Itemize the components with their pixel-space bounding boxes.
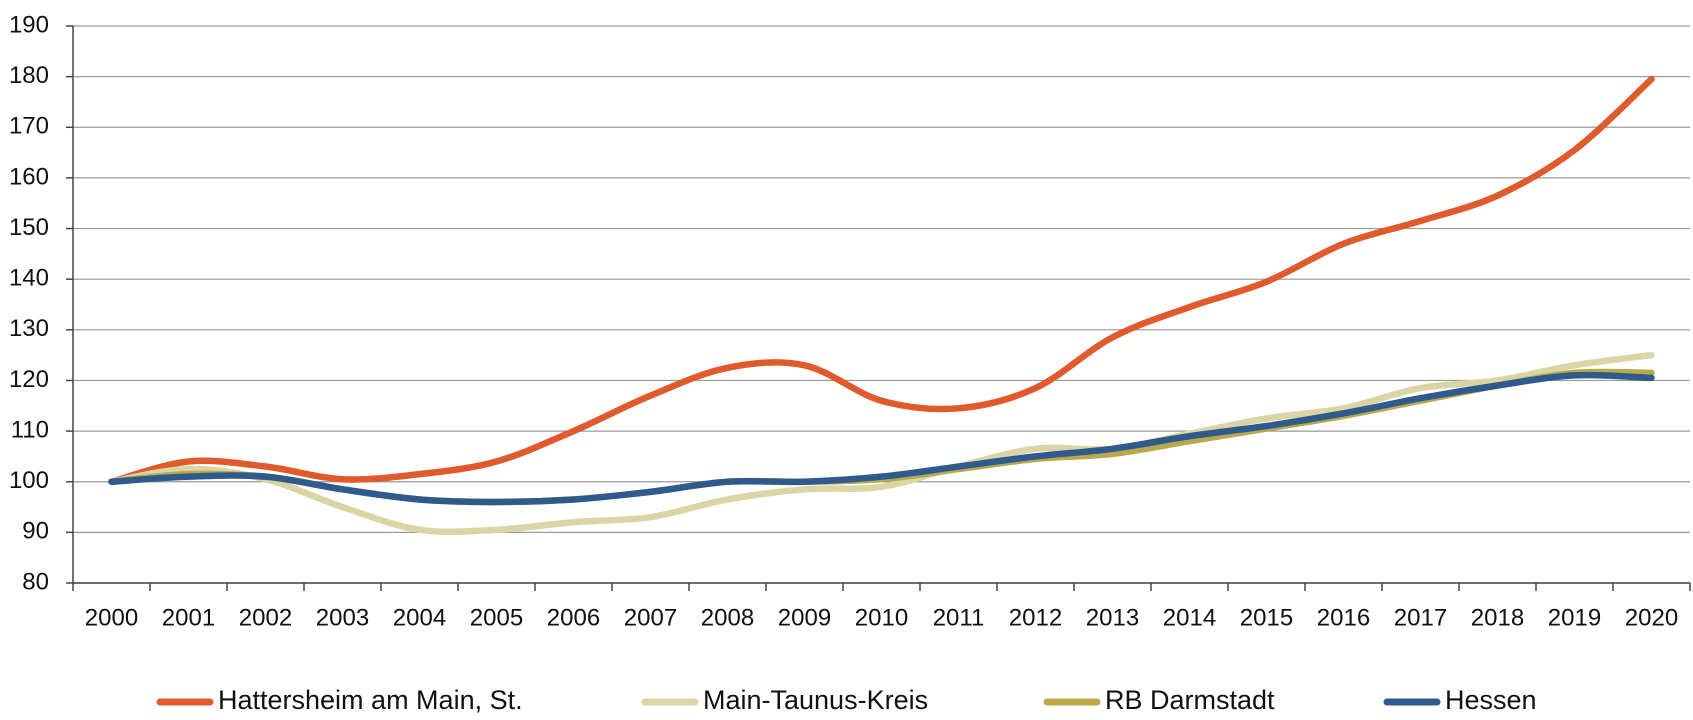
x-tick-label: 2005 — [470, 604, 523, 631]
series-line — [108, 368, 1655, 506]
x-tick-label: 2004 — [393, 604, 446, 631]
x-tick-label: 2019 — [1548, 604, 1601, 631]
y-tick-label: 170 — [9, 113, 49, 140]
x-tick-label: 2006 — [547, 604, 600, 631]
x-tick-label: 2008 — [701, 604, 754, 631]
x-tick-label: 2002 — [239, 604, 292, 631]
x-tick-label: 2010 — [855, 604, 908, 631]
series-line — [108, 371, 1655, 506]
x-tick-label: 2017 — [1394, 604, 1447, 631]
legend-label: Main-Taunus-Kreis — [703, 685, 928, 715]
x-tick-label: 2009 — [778, 604, 831, 631]
x-tick-label: 2003 — [316, 604, 369, 631]
y-tick-label: 180 — [9, 62, 49, 89]
x-tick-label: 2007 — [624, 604, 677, 631]
series-line — [108, 351, 1655, 536]
series-line — [108, 75, 1655, 485]
y-tick-label: 90 — [22, 518, 49, 545]
x-tick-label: 2018 — [1471, 604, 1524, 631]
y-tick-label: 110 — [11, 416, 49, 443]
legend-label: Hessen — [1445, 685, 1537, 715]
x-tick-label: 2013 — [1086, 604, 1139, 631]
x-tick-label: 2001 — [162, 604, 215, 631]
legend: Hattersheim am Main, St. Main-Taunus-Krei… — [156, 685, 1537, 715]
x-tick-label: 2011 — [933, 604, 985, 631]
x-tick-label: 2015 — [1240, 604, 1293, 631]
y-tick-label: 190 — [9, 11, 49, 38]
y-tick-label: 80 — [22, 568, 49, 595]
x-tick-label: 2020 — [1625, 604, 1678, 631]
legend-label: RB Darmstadt — [1105, 685, 1275, 715]
y-tick-label: 130 — [9, 315, 49, 342]
y-tick-label: 160 — [9, 163, 49, 190]
x-tick-label: 2012 — [1009, 604, 1062, 631]
y-tick-label: 140 — [9, 265, 49, 292]
x-tick-label: 2016 — [1317, 604, 1370, 631]
y-tick-label: 120 — [9, 366, 49, 393]
y-tick-label: 150 — [9, 214, 49, 241]
y-tick-label: 100 — [9, 467, 49, 494]
x-tick-label: 2000 — [85, 604, 138, 631]
x-tick-label: 2014 — [1163, 604, 1216, 631]
legend-label: Hattersheim am Main, St. — [218, 685, 523, 715]
